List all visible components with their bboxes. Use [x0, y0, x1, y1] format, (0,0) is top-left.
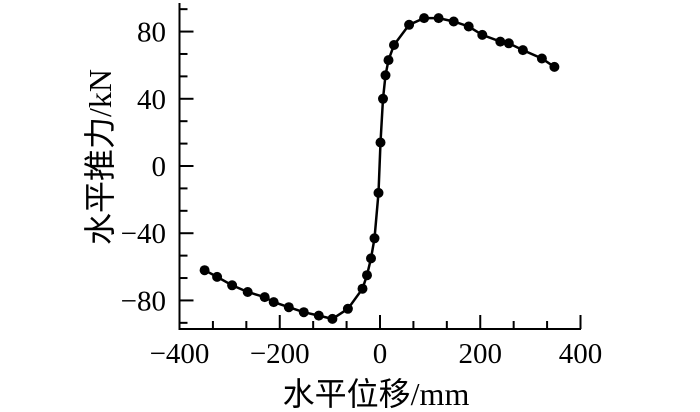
data-point [389, 40, 399, 50]
data-point [227, 280, 238, 291]
data-point [463, 21, 474, 32]
data-point [369, 233, 380, 244]
data-point [517, 45, 528, 56]
data-point [378, 93, 388, 104]
x-tick-label: 0 [373, 338, 388, 370]
data-point [366, 253, 376, 264]
x-tick-label: 200 [459, 338, 503, 370]
data-point [383, 55, 394, 66]
data-point [549, 61, 560, 72]
y-axis-title: 水平推力/kN [82, 69, 118, 245]
y-tick-label: −80 [121, 285, 166, 317]
data-point [477, 29, 488, 40]
x-tick-label: 400 [559, 338, 603, 370]
data-point [433, 13, 444, 24]
data-series-line [204, 16, 556, 321]
data-point [268, 297, 279, 308]
y-tick-label: 80 [137, 17, 166, 49]
data-point [373, 187, 384, 198]
data-point [327, 313, 338, 324]
data-point [404, 19, 415, 30]
x-tick-label: −400 [150, 338, 210, 370]
data-point [495, 36, 506, 47]
data-point [375, 137, 386, 148]
data-point [380, 70, 391, 81]
data-point [342, 303, 353, 314]
y-tick-label: −40 [121, 218, 166, 250]
data-point [298, 307, 309, 318]
x-tick-label: −200 [250, 338, 310, 370]
data-point [419, 13, 430, 24]
data-point [283, 302, 294, 313]
data-point [199, 265, 210, 276]
data-point [259, 292, 270, 303]
x-axis-title: 水平位移/mm [283, 376, 470, 412]
y-tick-label: 0 [152, 151, 167, 183]
data-point [448, 16, 459, 27]
data-point [362, 270, 372, 281]
data-point [357, 283, 368, 294]
data-point [212, 271, 223, 282]
data-point [503, 38, 514, 49]
data-point [536, 53, 547, 64]
data-point [242, 287, 253, 297]
y-tick-label: 40 [137, 84, 166, 116]
series-group [199, 13, 560, 324]
data-point [313, 310, 324, 321]
